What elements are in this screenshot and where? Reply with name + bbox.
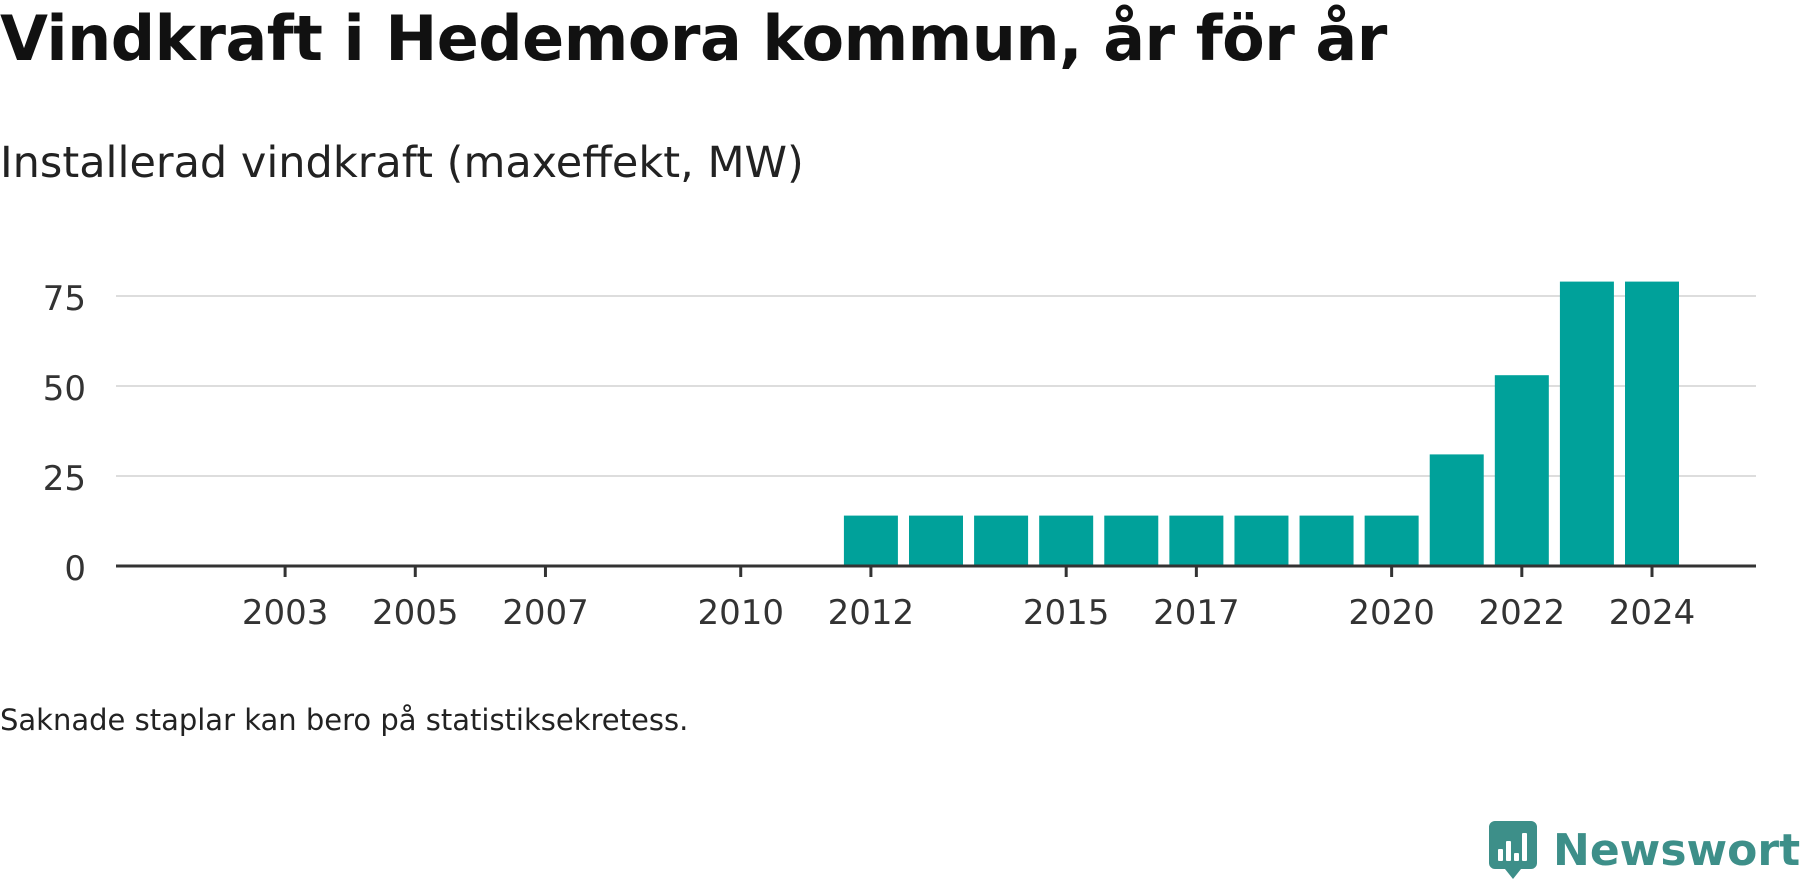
x-tick-label: 2007 (502, 593, 589, 633)
x-axis-ticks: 2003 2005 2007 2010 2012 2015 2017 2020 2022 2024 (242, 566, 1695, 633)
x-tick-label: 2020 (1348, 593, 1435, 633)
x-tick-label: 2010 (697, 593, 784, 633)
footnote: Saknade staplar kan bero på statistiksek… (0, 703, 689, 737)
bar (1104, 515, 1159, 566)
bars (843, 281, 1679, 566)
bar (1234, 515, 1289, 566)
y-axis-ticks: 0 25 50 75 (43, 279, 86, 589)
brand-name: Newsworthy (1553, 824, 1800, 876)
bar-chart: 0 25 50 75 2003 2005 2007 2010 2012 2015 2017 2020… (43, 279, 1756, 633)
y-tick-label: 0 (64, 549, 86, 589)
x-tick-label: 2005 (372, 593, 459, 633)
x-tick-label: 2024 (1609, 593, 1696, 633)
y-tick-label: 75 (43, 279, 86, 319)
x-tick-label: 2003 (242, 593, 329, 633)
bar (974, 515, 1029, 566)
bar (1039, 515, 1094, 566)
chart-title: Vindkraft i Hedemora kommun, år för år (0, 2, 1387, 75)
brand-logo: Newsworthy (1489, 819, 1800, 881)
bar (843, 515, 898, 566)
bar (1494, 375, 1549, 566)
chart-subtitle: Installerad vindkraft (maxeffekt, MW) (0, 138, 804, 188)
x-tick-label: 2012 (828, 593, 915, 633)
bar (909, 515, 963, 566)
bar (1299, 515, 1354, 566)
bar (1364, 515, 1419, 566)
y-tick-label: 50 (43, 369, 86, 409)
x-tick-label: 2017 (1153, 593, 1240, 633)
bar (1169, 515, 1224, 566)
bar (1559, 281, 1614, 566)
bar (1625, 281, 1679, 566)
x-tick-label: 2022 (1479, 593, 1566, 633)
newsworthy-logo-icon (1489, 821, 1537, 879)
x-tick-label: 2015 (1023, 593, 1110, 633)
y-tick-label: 25 (43, 459, 86, 499)
bar (1429, 454, 1484, 566)
